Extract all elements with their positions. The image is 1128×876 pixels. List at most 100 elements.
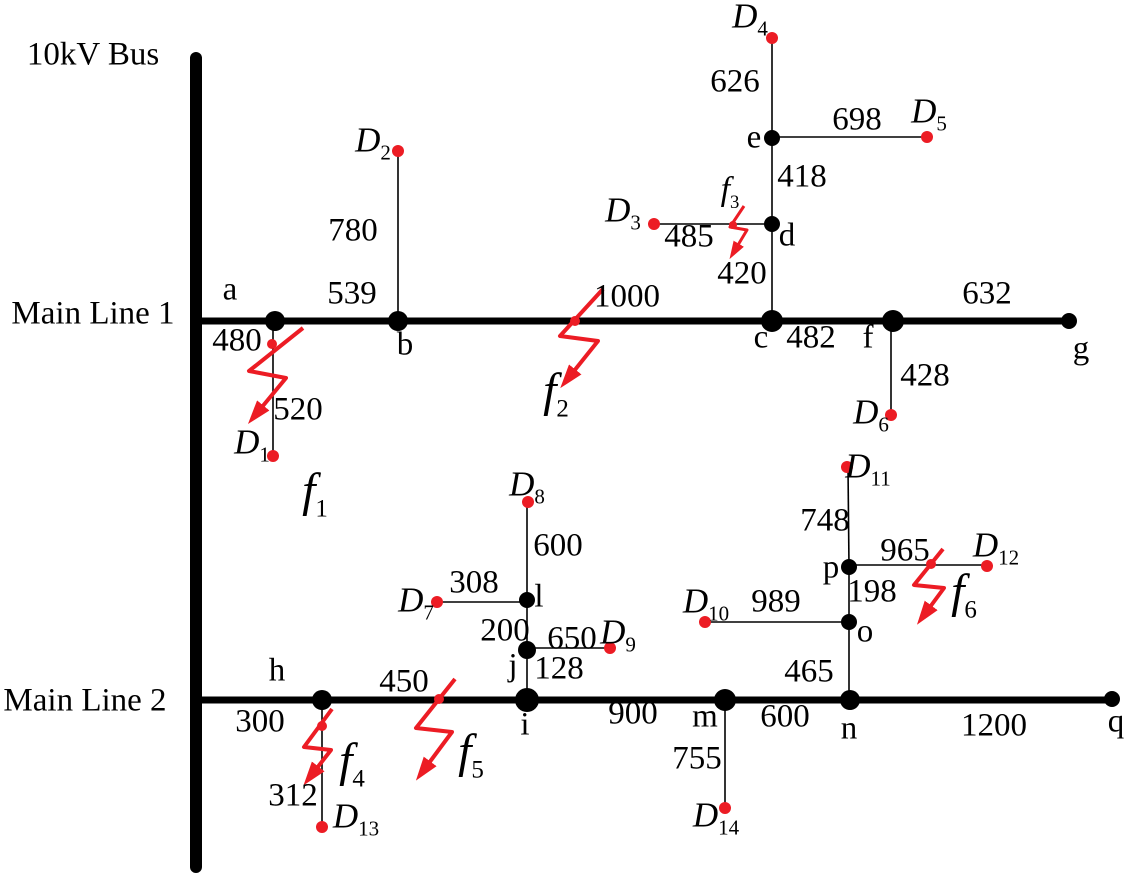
length-e-d4: 626: [710, 63, 760, 100]
length-l-d7: 308: [449, 564, 499, 601]
load-d8-base: D: [509, 464, 535, 504]
load-dot-d11: [841, 461, 853, 473]
load-d12-sub: 12: [998, 545, 1020, 570]
length-m-n: 600: [760, 698, 810, 735]
length-h-i: 450: [379, 663, 429, 700]
node-dot-q: [1104, 691, 1120, 707]
length-n-q: 1200: [961, 707, 1027, 744]
length-f-d6: 428: [900, 357, 950, 394]
node-label-d: d: [778, 217, 796, 254]
load-d3-sub: 3: [630, 210, 641, 235]
node-label-m: m: [692, 698, 718, 735]
node-label-i: i: [520, 706, 530, 743]
length-b-c: 1000: [594, 278, 660, 315]
load-d14-sub: 14: [718, 815, 740, 840]
node-dot-e: [764, 130, 780, 146]
length-i-j: 128: [534, 650, 584, 687]
load-d13-sub: 13: [358, 816, 380, 841]
load-d9-base: D: [600, 612, 626, 652]
load-d1-base: D: [234, 422, 260, 462]
load-d4-sub: 4: [757, 16, 768, 41]
load-label-d9: D9: [600, 612, 636, 656]
load-dot-d2: [392, 145, 404, 157]
fault-label-f4: f4: [339, 734, 365, 792]
fault-f6-base: f: [951, 565, 965, 618]
fault-f3-sub: 3: [730, 191, 740, 213]
load-dot-d10: [699, 616, 711, 628]
load-d12-base: D: [972, 525, 999, 565]
length-a-d1: 520: [273, 391, 323, 428]
load-d6-sub: 6: [878, 412, 889, 437]
fault-lightning-arrows: [247, 205, 946, 786]
length-j-l: 200: [480, 612, 530, 649]
load-d8-sub: 8: [534, 484, 545, 509]
node-label-n: n: [840, 710, 858, 747]
fault-lightning-f2-icon: [558, 287, 605, 389]
load-d13-base: D: [332, 796, 359, 836]
load-label-d13: D13: [332, 796, 379, 840]
load-label-d3: D3: [605, 193, 641, 234]
node-dot-o: [841, 614, 857, 630]
node-label-e: e: [746, 119, 762, 156]
load-dot-d3: [648, 218, 660, 230]
load-d5-sub: 5: [936, 111, 947, 136]
node-dot-j: [518, 641, 536, 659]
fault-lightning-f6-icon: [912, 547, 946, 625]
length-j-d9: 650: [547, 620, 597, 657]
length-h-d13: 312: [268, 777, 318, 814]
length-n-o: 465: [784, 653, 834, 690]
load-d5-base: D: [911, 91, 937, 131]
node-dot-l: [519, 592, 535, 608]
node-dot-m: [714, 689, 736, 711]
branch-p-d11: [847, 466, 850, 568]
fault-label-f2: f2: [543, 364, 569, 422]
node-dot-a: [265, 311, 285, 331]
load-dot-d12: [981, 560, 993, 572]
length-b-d2: 780: [328, 212, 378, 249]
length-p-d11: 748: [800, 502, 850, 539]
fault-label-f1: f1: [302, 467, 328, 522]
load-label-d14: D14: [692, 795, 739, 839]
length-p-d12: 965: [880, 532, 930, 569]
load-dot-d4: [766, 32, 778, 44]
fault-dot-f1: [267, 339, 277, 349]
length-e-d5: 698: [832, 101, 882, 138]
fault-lightning-f3-icon: [728, 205, 749, 260]
load-label-d1: D1: [234, 422, 270, 466]
fault-f5-sub: 5: [471, 756, 484, 784]
node-dot-b: [388, 311, 408, 331]
load-label-d11: D11: [845, 449, 891, 490]
load-d4-base: D: [732, 0, 758, 36]
fault-lightning-f4-icon: [302, 707, 334, 786]
load-d2-base: D: [355, 120, 381, 160]
fault-f2-sub: 2: [556, 395, 569, 423]
load-label-d6: D6: [853, 395, 889, 436]
load-d7-sub: 7: [423, 600, 434, 625]
load-d7-base: D: [398, 580, 424, 620]
length-bus-a: 480: [212, 322, 262, 359]
fault-f2-base: f: [543, 364, 557, 417]
length-d-e: 418: [777, 158, 827, 195]
load-dot-d8: [522, 496, 534, 508]
length-o-d10: 989: [751, 583, 801, 620]
length-d-d3: 485: [664, 218, 714, 255]
load-d14-base: D: [692, 795, 719, 835]
main-line-1-label: Main Line 1: [11, 295, 175, 332]
length-a-b: 539: [327, 275, 377, 312]
bus-label: 10kV Bus: [26, 36, 160, 73]
node-label-g: g: [1072, 330, 1090, 367]
load-dots: [267, 32, 993, 833]
load-dot-d5: [921, 131, 933, 143]
fault-label-f6: f6: [951, 565, 977, 623]
load-d2-sub: 2: [380, 140, 391, 165]
fault-label-f3: f3: [721, 173, 740, 212]
load-label-d7: D7: [398, 580, 434, 624]
node-dot-c: [761, 310, 783, 332]
length-o-p: 198: [847, 573, 897, 610]
load-label-d10: D10: [683, 584, 729, 625]
fault-f4-base: f: [339, 734, 353, 787]
load-dot-d6: [885, 409, 897, 421]
node-label-h: h: [268, 652, 286, 689]
